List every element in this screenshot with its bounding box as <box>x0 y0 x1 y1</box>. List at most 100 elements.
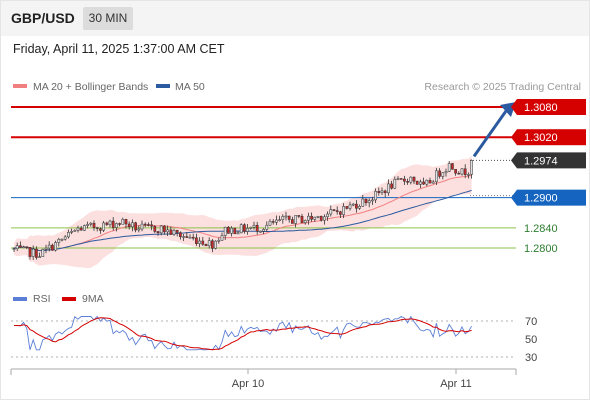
candle <box>467 172 470 179</box>
candle <box>310 212 313 222</box>
candle <box>329 205 333 217</box>
candle <box>147 222 150 227</box>
candle-body <box>303 220 307 223</box>
candle <box>342 203 345 219</box>
candle <box>377 187 381 196</box>
candle <box>361 194 365 207</box>
candle-body <box>310 215 313 220</box>
x-axis-label: Apr 10 <box>232 378 264 390</box>
candle-body <box>438 170 441 177</box>
candle-body <box>15 245 19 249</box>
candle <box>451 163 454 170</box>
candle <box>335 206 339 215</box>
candle <box>348 201 352 211</box>
level-tag-1.2840: 1.2840 <box>524 223 558 235</box>
candle <box>70 228 73 235</box>
candle <box>380 187 384 196</box>
level-tag-pointer <box>511 152 517 169</box>
candle-body <box>335 210 339 213</box>
ma20-legend-label: MA 20 + Bollinger Bands <box>33 81 148 93</box>
candle <box>275 215 278 226</box>
candle-body <box>137 228 141 231</box>
candle-body <box>131 222 134 228</box>
candle-body <box>143 223 147 226</box>
candle <box>390 180 393 190</box>
candle-body <box>166 229 169 233</box>
ma20-line <box>13 174 472 252</box>
level-tag-pointer <box>511 129 517 146</box>
candle <box>441 172 445 180</box>
candle-body <box>361 198 365 207</box>
candle-body <box>121 219 125 225</box>
candle <box>246 223 249 235</box>
candle-body <box>70 231 73 233</box>
candle-body <box>28 247 32 257</box>
chart-header: GBP/USD 30 MIN <box>0 0 590 36</box>
candle <box>399 178 403 180</box>
candle <box>243 223 246 234</box>
candle <box>387 179 390 196</box>
candle-body <box>108 220 112 225</box>
candle-body <box>25 246 29 248</box>
level-tag-bg <box>517 152 586 169</box>
candle-body <box>83 225 86 231</box>
candle <box>211 238 214 253</box>
candle <box>44 244 48 254</box>
candle-body <box>147 224 150 226</box>
candle-body <box>291 219 294 224</box>
candle <box>323 214 326 225</box>
candle <box>255 221 259 235</box>
candle <box>163 225 166 235</box>
candle-body <box>463 168 467 176</box>
candle-body <box>419 181 422 185</box>
candle-body <box>259 230 262 233</box>
candle-body <box>73 230 77 232</box>
level-tag-1.2900: 1.2900 <box>511 189 586 206</box>
candle-body <box>31 248 35 257</box>
level-tag-1.3020: 1.3020 <box>511 129 586 146</box>
candle <box>166 225 169 237</box>
level-tag-pointer <box>511 99 517 115</box>
candle-body <box>153 226 157 232</box>
timeframe-badge[interactable]: 30 MIN <box>83 7 133 30</box>
rsi-line <box>14 315 472 351</box>
candle-body <box>396 178 400 180</box>
candle <box>345 206 349 210</box>
candle <box>156 230 160 236</box>
candle-body <box>403 178 406 182</box>
candle <box>355 200 358 213</box>
candle <box>332 209 336 212</box>
level-tag-label: 1.3080 <box>524 102 558 114</box>
bollinger-band-area <box>14 156 472 268</box>
moving-averages <box>13 174 472 252</box>
candle <box>339 210 342 218</box>
candle <box>15 242 19 252</box>
candle-body <box>287 215 291 220</box>
candle-body <box>393 179 397 189</box>
candle-body <box>339 211 342 215</box>
candle-body <box>92 222 96 228</box>
candle-body <box>115 223 118 228</box>
candle <box>60 238 64 242</box>
rsi-legend-label: RSI <box>33 293 51 305</box>
candle <box>159 224 163 236</box>
ma9-legend-label: 9MA <box>82 293 104 305</box>
rsi-tick-label: 50 <box>525 334 537 346</box>
ma20-legend-swatch <box>13 84 27 88</box>
candle-body <box>86 224 89 226</box>
candle <box>124 218 128 229</box>
candle <box>383 189 387 198</box>
candle-body <box>185 236 189 238</box>
candle-body <box>425 180 429 185</box>
candle-body <box>284 215 288 218</box>
candle <box>195 233 198 246</box>
candle-body <box>297 215 301 217</box>
candle-body <box>44 247 48 250</box>
candle <box>431 179 435 184</box>
candle <box>99 227 102 234</box>
candle <box>143 222 147 228</box>
candle-body <box>204 244 208 247</box>
candle-body <box>435 170 438 183</box>
candle <box>415 180 419 185</box>
candle <box>207 237 211 249</box>
